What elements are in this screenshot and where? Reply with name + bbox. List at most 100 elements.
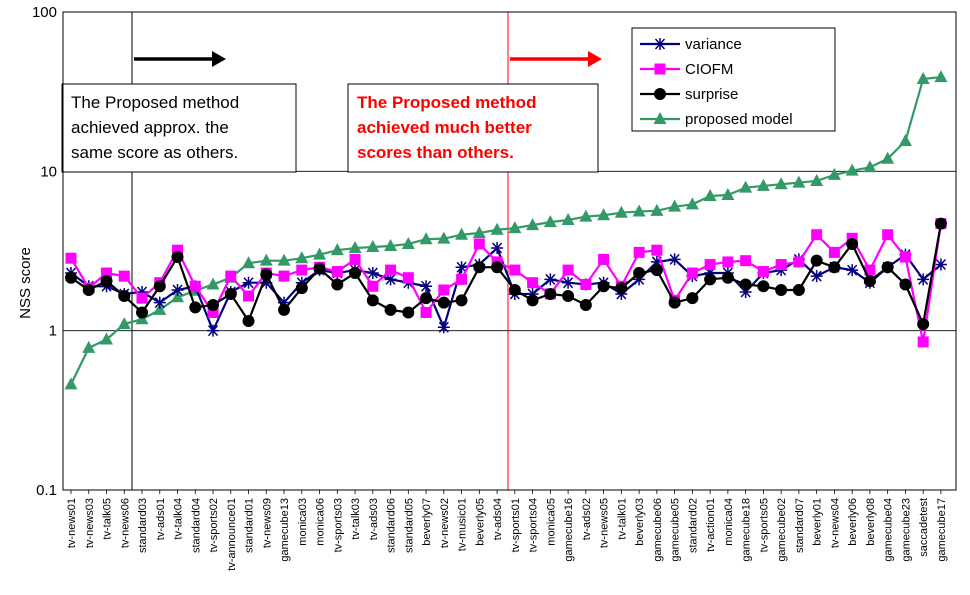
data-point (934, 217, 947, 230)
series-CIOFM (65, 218, 947, 348)
data-point (543, 215, 557, 228)
data-point (207, 307, 219, 319)
data-point (295, 251, 309, 264)
data-point (438, 284, 450, 296)
data-point (757, 280, 770, 293)
data-point (401, 236, 415, 249)
data-point (881, 261, 894, 274)
x-tick-label: gamecube13 (279, 498, 291, 562)
data-point (419, 232, 433, 245)
data-point (668, 253, 681, 266)
data-point (526, 218, 540, 231)
data-point (366, 294, 379, 307)
data-point (278, 296, 291, 309)
data-point (526, 294, 539, 307)
data-point (296, 264, 308, 276)
data-point (721, 271, 734, 284)
data-point (65, 252, 77, 264)
data-point (562, 290, 575, 303)
x-tick-label: tv-talk05 (102, 498, 114, 540)
data-point (385, 264, 397, 276)
x-tick-label: tv-ads02 (581, 498, 593, 540)
data-point (189, 301, 202, 314)
data-point (260, 276, 273, 289)
data-point (792, 175, 806, 188)
y-axis-label: NSS score (17, 247, 34, 319)
data-point (633, 267, 646, 280)
annotation-text: achieved much better (357, 118, 532, 137)
data-point (508, 283, 521, 296)
data-point (544, 287, 557, 300)
data-point (101, 267, 113, 279)
x-tick-label: standard06 (386, 498, 398, 553)
annotations: The Proposed method achieved approx. the s… (61, 51, 602, 173)
data-point (509, 264, 521, 276)
x-tick-label: beverly07 (421, 498, 433, 546)
data-point (739, 285, 752, 298)
x-tick-label: tv-talk01 (616, 498, 628, 540)
data-point (757, 266, 769, 278)
data-point (242, 256, 256, 269)
data-point (366, 267, 379, 280)
legend-item: proposed model (640, 111, 793, 128)
data-point (561, 212, 575, 225)
annotation-text: The Proposed method (71, 93, 239, 112)
x-axis: tv-news01 tv-news03 tv-talk05 tv-news06 stan… (66, 490, 948, 571)
data-point (277, 253, 291, 266)
x-tick-label: tv-news05 (599, 498, 611, 548)
x-tick-label: standard03 (137, 498, 149, 553)
plot-frame (62, 11, 957, 491)
data-point (686, 292, 699, 305)
data-point (632, 204, 646, 217)
data-point (402, 272, 414, 284)
series-group (64, 70, 948, 390)
data-point (704, 273, 717, 286)
x-tick-label: beverly05 (474, 498, 486, 546)
x-tick-label: standard02 (687, 498, 699, 553)
x-tick-label: beverly08 (865, 498, 877, 546)
x-tick-label: beverly03 (634, 498, 646, 546)
y-tick-label: 10 (40, 163, 57, 180)
data-point (437, 321, 450, 334)
data-point (118, 270, 130, 282)
data-point (811, 229, 823, 241)
data-point (653, 112, 667, 124)
data-point (402, 306, 415, 319)
data-point (598, 253, 610, 265)
data-point (793, 256, 805, 268)
data-point (437, 231, 451, 244)
series-proposed-model (64, 70, 948, 390)
data-point (420, 280, 433, 293)
data-point (348, 241, 362, 254)
annotation-box (61, 83, 297, 173)
y-tick-label: 1 (49, 323, 57, 340)
y-tick-label: 100 (32, 4, 57, 21)
data-point (615, 282, 628, 295)
data-point (490, 222, 504, 235)
data-point (456, 273, 468, 285)
x-tick-label: tv-music01 (457, 498, 469, 551)
annotation-arrow (134, 51, 226, 67)
data-point (881, 151, 895, 164)
data-point (455, 261, 468, 274)
data-point (420, 307, 432, 319)
annotation-right: The Proposed method achieved much better s… (347, 83, 599, 173)
arrow-head (588, 51, 602, 67)
data-point (579, 209, 593, 222)
x-tick-label: tv-ads01 (155, 498, 167, 540)
data-point (526, 287, 539, 300)
data-point (225, 270, 237, 282)
x-tick-label: tv-ads03 (368, 498, 380, 540)
x-tick-label: monica06 (315, 498, 327, 546)
data-point (65, 271, 77, 284)
x-tick-label: tv-action01 (705, 498, 717, 552)
data-point (654, 63, 666, 75)
data-point (633, 273, 646, 286)
x-tick-label: tv-news03 (84, 498, 96, 548)
data-point (455, 294, 468, 307)
x-tick-label: standard07 (794, 498, 806, 553)
data-point (810, 254, 823, 267)
data-point (899, 251, 911, 263)
data-point (384, 238, 398, 251)
data-point (136, 285, 149, 298)
